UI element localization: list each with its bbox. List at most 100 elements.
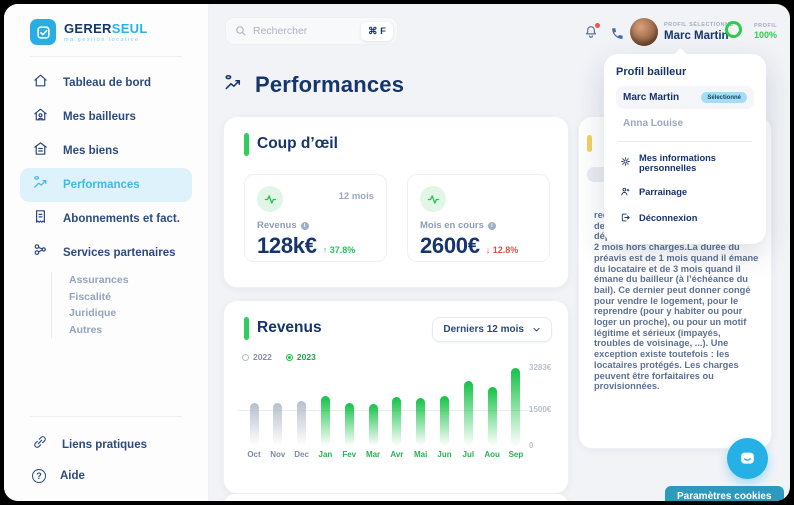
sidebar-item-tableau-de-bord[interactable]: Tableau de bord <box>20 66 192 100</box>
dropdown-divider <box>618 141 752 142</box>
sidebar-item-mes-bailleurs[interactable]: Mes bailleurs <box>20 100 192 134</box>
profile-option-marc-martin[interactable]: Marc Martin Sélectionné <box>616 86 754 109</box>
glance-title: Coup d’œil <box>257 135 338 152</box>
phone-button[interactable] <box>610 26 625 46</box>
page-header: Performances <box>223 72 404 98</box>
profile-option-anna-louise[interactable]: Anna Louise <box>623 118 684 129</box>
xlabel-sep: Sep <box>508 450 524 459</box>
sidebar-footer-divider <box>30 416 182 417</box>
sidebar-item-label: Tableau de bord <box>63 77 151 89</box>
next-card-partial <box>223 493 569 501</box>
search-shortcut-badge: ⌘ F <box>361 21 393 41</box>
link-icon <box>32 434 48 455</box>
revenue-title: Revenus <box>257 319 322 336</box>
profile-switcher[interactable]: PROFIL SÉLECTIONNÉ Marc Martin <box>664 22 734 42</box>
legend-item-2022[interactable]: 2022 <box>242 352 272 362</box>
xlabel-jun: Jun <box>437 450 452 459</box>
period-filter-label: Derniers 12 mois <box>443 324 524 335</box>
bar-oct <box>246 368 262 446</box>
avatar[interactable] <box>630 18 658 46</box>
sidebar-item-label: Liens pratiques <box>62 438 147 451</box>
pulse-icon <box>420 186 446 212</box>
stat-period: 12 mois <box>338 191 374 202</box>
sidebar-nav: Tableau de bord Mes bailleurs Mes biens … <box>4 66 208 270</box>
sidebar-item-services-partenaires[interactable]: Services partenaires <box>20 236 192 270</box>
stat-label: Mois en cours <box>420 220 484 231</box>
revenue-chart-bars <box>246 368 524 446</box>
sidebar-footer: Liens pratiques ? Aide <box>4 416 208 491</box>
landlord-icon <box>32 106 49 128</box>
menu-item-parrainage[interactable]: Parrainage <box>616 179 754 205</box>
property-icon <box>32 140 49 162</box>
period-filter-button[interactable]: Derniers 12 mois <box>432 317 552 342</box>
sidebar-item-performances[interactable]: Performances <box>20 168 192 202</box>
info-icon[interactable]: i <box>300 221 309 230</box>
sidebar-subitem-assurances[interactable]: Assurances <box>69 274 129 286</box>
menu-item-informations-personnelles[interactable]: Mes informations personnelles <box>616 146 754 179</box>
ytick-mid: 1500€ <box>529 405 552 414</box>
sidebar-subnav: Assurances Fiscalité Juridique Autres <box>51 272 129 338</box>
brand-name: GERERSEUL <box>64 21 148 36</box>
search-input[interactable] <box>253 25 362 37</box>
bar-mai <box>413 368 429 446</box>
legend-marker-2022 <box>242 353 249 361</box>
bar-avr <box>389 368 405 446</box>
logo[interactable]: GERERSEUL ma gestion locative <box>30 19 148 45</box>
stat-value: 2600€ <box>420 233 480 258</box>
tips-accent-bar <box>587 135 592 152</box>
chevron-down-icon <box>532 325 541 334</box>
legend-marker-2023 <box>285 353 293 361</box>
chat-button[interactable] <box>727 438 768 479</box>
bar-dec <box>294 368 310 446</box>
sidebar-item-aide[interactable]: ? Aide <box>20 460 192 491</box>
ytick-max: 3283€ <box>529 363 552 372</box>
gridline-1500 <box>238 410 532 411</box>
stat-label: Revenus <box>257 220 297 231</box>
sidebar: GERERSEUL ma gestion locative Tableau de… <box>4 4 209 501</box>
search-bar[interactable]: ⌘ F <box>225 17 398 45</box>
revenue-chart-xlabels: Oct Nov Dec Jan Fev Mar Avr Mai Jun Jul Aou Sep <box>246 450 524 459</box>
stat-delta: ↑ 37.8% <box>322 245 356 255</box>
sidebar-item-liens-pratiques[interactable]: Liens pratiques <box>20 429 192 460</box>
xlabel-mai: Mai <box>414 450 428 459</box>
profile-dropdown: Profil bailleur Marc Martin Sélectionné … <box>604 54 766 244</box>
pulse-icon <box>257 186 283 212</box>
xlabel-dec: Dec <box>294 450 309 459</box>
dropdown-title: Profil bailleur <box>616 66 687 78</box>
sidebar-subitem-autres[interactable]: Autres <box>69 323 103 336</box>
sidebar-subitem-fiscalite[interactable]: Fiscalité <box>69 290 112 303</box>
sidebar-item-abonnements[interactable]: Abonnements et fact. <box>20 202 192 236</box>
selected-badge: Sélectionné <box>701 92 747 103</box>
glance-accent-bar <box>244 133 249 156</box>
sidebar-item-label: Services partenaires <box>63 247 176 259</box>
xlabel-mar: Mar <box>365 450 381 459</box>
revenue-accent-bar <box>244 317 249 340</box>
sidebar-item-mes-biens[interactable]: Mes biens <box>20 134 192 168</box>
notifications-button[interactable] <box>583 22 601 45</box>
page-title: Performances <box>255 72 405 97</box>
invoice-icon <box>32 208 49 230</box>
notification-dot <box>594 22 601 29</box>
stat-card-mois-en-cours: Mois en cours i 2600€ ↓ 12.8% <box>407 174 550 262</box>
sidebar-item-label: Mes bailleurs <box>63 111 136 123</box>
sidebar-item-label: Mes biens <box>63 145 119 157</box>
info-icon[interactable]: i <box>487 221 496 230</box>
phone-icon <box>612 28 623 39</box>
completion-caption: PROFIL <box>754 23 778 29</box>
legend-item-2023[interactable]: 2023 <box>285 352 316 362</box>
sidebar-item-label: Performances <box>63 179 140 191</box>
sidebar-subitem-juridique[interactable]: Juridique <box>69 307 117 319</box>
xlabel-jan: Jan <box>318 450 333 459</box>
menu-item-deconnexion[interactable]: Déconnexion <box>616 205 754 231</box>
stat-delta: ↓ 12.8% <box>485 245 519 255</box>
xlabel-fev: Fev <box>342 450 357 459</box>
sidebar-item-label: Abonnements et fact. <box>63 213 180 225</box>
xlabel-oct: Oct <box>247 450 261 459</box>
profile-completion: PROFIL 100% <box>754 23 777 40</box>
performance-icon <box>223 73 243 98</box>
profile-completion-ring[interactable] <box>725 21 742 38</box>
cookies-settings-button[interactable]: Paramètres cookies <box>665 486 784 501</box>
home-icon <box>32 72 49 94</box>
xlabel-avr: Avr <box>390 450 404 459</box>
stat-card-revenus: 12 mois Revenus i 128k€ ↑ 37.8% <box>244 174 387 262</box>
